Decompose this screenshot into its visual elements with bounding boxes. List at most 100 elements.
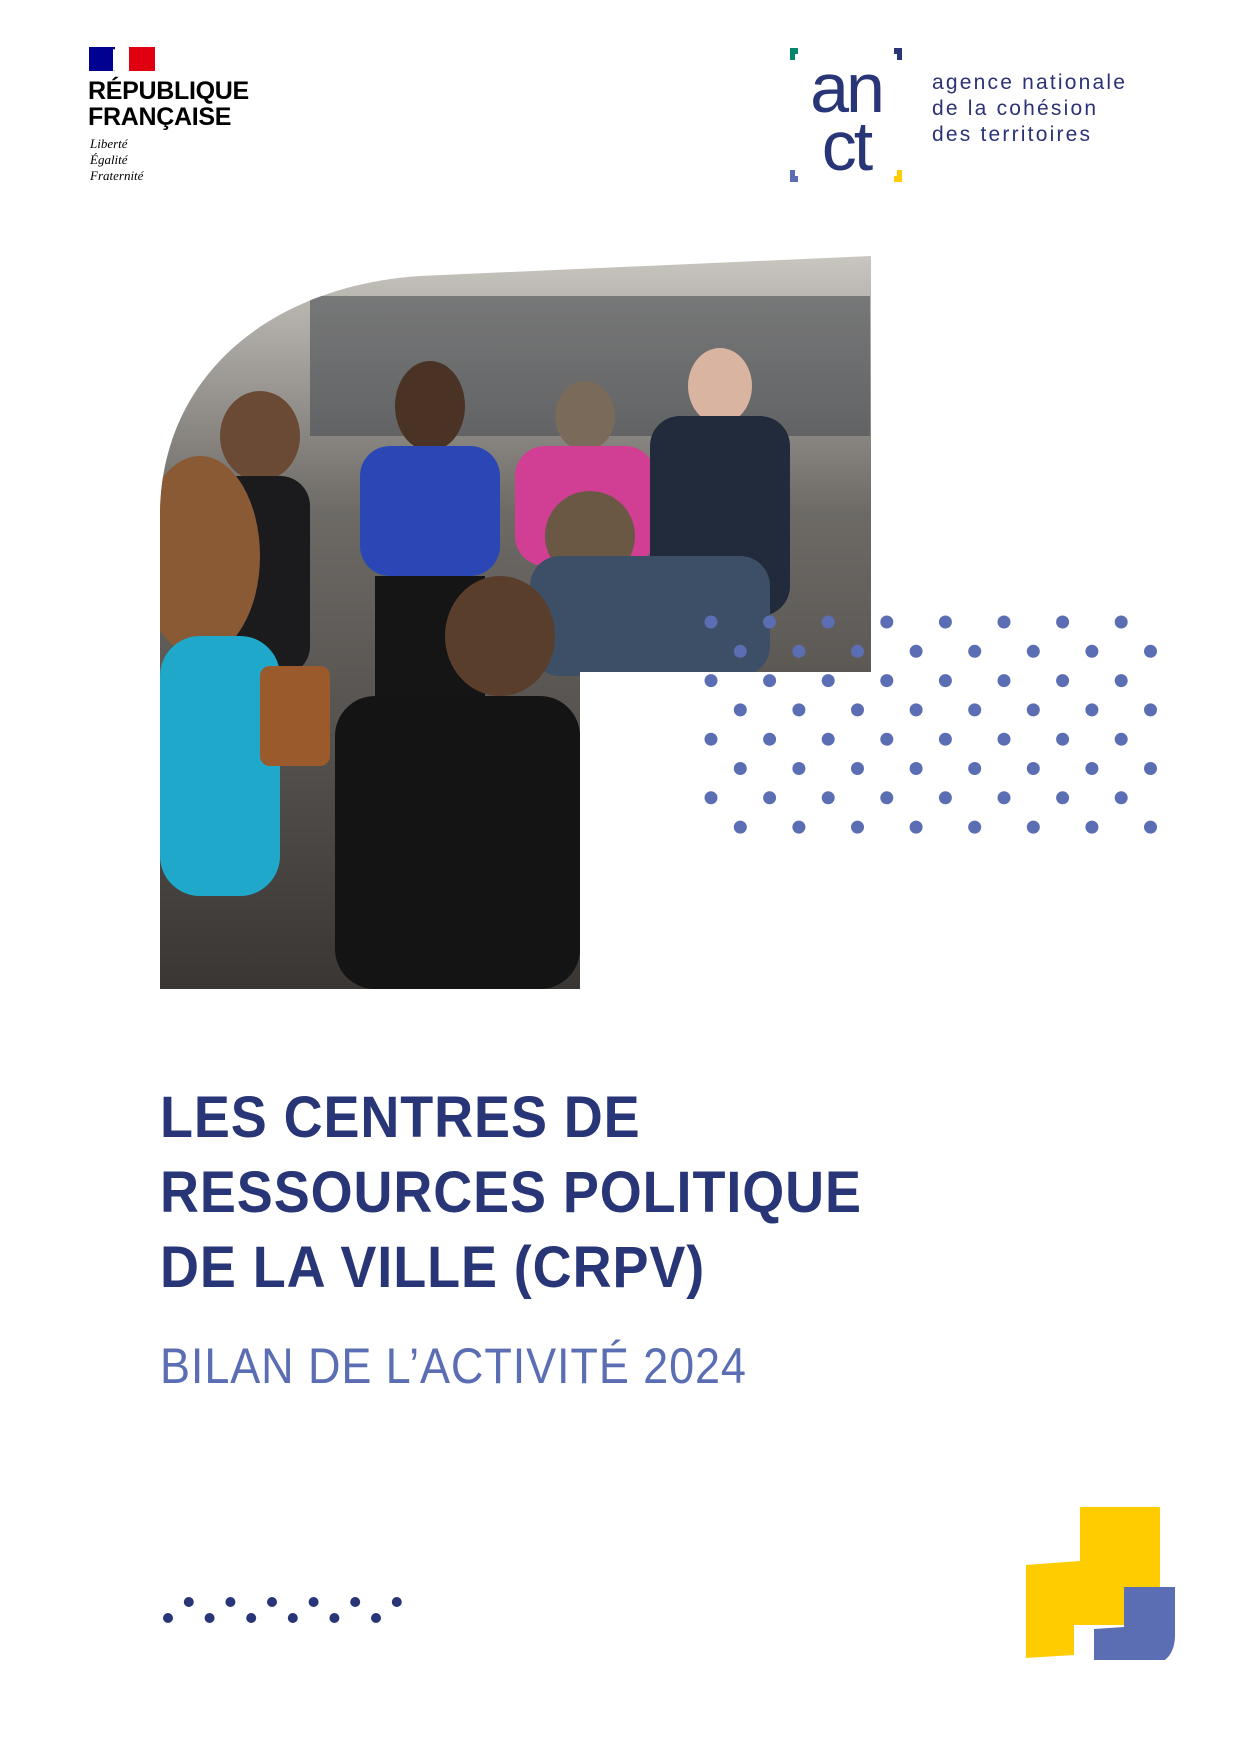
dot xyxy=(997,615,1011,629)
dot xyxy=(880,615,894,629)
dot xyxy=(1144,762,1157,775)
dot xyxy=(183,1597,194,1607)
dot xyxy=(1056,615,1070,629)
dot xyxy=(733,644,747,658)
dot xyxy=(1114,732,1128,746)
dot xyxy=(909,703,923,717)
dot xyxy=(851,762,864,775)
dot xyxy=(821,615,835,629)
devise-line: Fraternité xyxy=(90,168,144,183)
dot xyxy=(1026,644,1040,658)
anct-name-line: agence nationale xyxy=(932,71,1128,94)
devise-line: Liberté xyxy=(90,136,128,151)
dot xyxy=(1114,615,1128,629)
dot xyxy=(246,1613,257,1623)
dot xyxy=(704,732,718,746)
dot xyxy=(733,762,747,775)
dot xyxy=(204,1613,215,1623)
dot xyxy=(821,732,835,746)
dot xyxy=(792,762,806,775)
dot xyxy=(163,1613,173,1623)
dot xyxy=(1114,791,1128,805)
devise-line: Égalité xyxy=(90,152,128,167)
dot xyxy=(704,615,718,629)
dot xyxy=(968,703,982,717)
dot xyxy=(1144,820,1157,834)
page-title: LES CENTRES DE RESSOURCES POLITIQUE DE L… xyxy=(160,1080,862,1305)
dot xyxy=(821,674,835,688)
dot xyxy=(1144,644,1157,658)
page-subtitle: BILAN DE L’ACTIVITÉ 2024 xyxy=(160,1338,747,1394)
republique-francaise-name: RÉPUBLIQUE FRANÇAISE xyxy=(88,78,249,130)
dot xyxy=(763,732,777,746)
dot xyxy=(1026,703,1040,717)
dot xyxy=(909,820,923,834)
anct-logo: an ct xyxy=(790,48,902,185)
dot xyxy=(968,644,982,658)
dot xyxy=(938,674,952,688)
dot xyxy=(763,674,777,688)
dot xyxy=(225,1597,236,1607)
dot xyxy=(763,615,777,629)
dot xyxy=(1085,820,1099,834)
dot xyxy=(371,1613,381,1623)
dot xyxy=(909,644,923,658)
dot xyxy=(267,1597,277,1607)
dot xyxy=(1114,674,1128,688)
dot xyxy=(880,791,894,805)
title-line: DE LA VILLE (CRPV) xyxy=(160,1235,706,1300)
title-line: LES CENTRES DE xyxy=(160,1085,641,1150)
dot xyxy=(287,1613,298,1623)
dot xyxy=(1026,762,1040,775)
dot xyxy=(1085,703,1099,717)
dot xyxy=(1085,762,1099,775)
dot xyxy=(938,732,952,746)
dot xyxy=(821,791,835,805)
anct-name: agence nationale de la cohésion des terr… xyxy=(932,70,1127,148)
dot xyxy=(704,674,718,688)
dot xyxy=(1056,732,1070,746)
decorative-dot-grid xyxy=(704,615,1157,834)
dot xyxy=(938,791,952,805)
dot xyxy=(880,674,894,688)
dot xyxy=(851,644,864,658)
dot xyxy=(880,732,894,746)
title-line: RESSOURCES POLITIQUE xyxy=(160,1160,862,1225)
dot xyxy=(851,820,864,834)
svg-text:ct: ct xyxy=(822,107,873,185)
dot xyxy=(938,615,952,629)
anct-corner-shape xyxy=(1026,1507,1175,1660)
logo-line: FRANÇAISE xyxy=(88,103,232,131)
anct-name-line: de la cohésion xyxy=(932,97,1099,120)
decorative-dot-row xyxy=(163,1597,402,1623)
dot xyxy=(763,791,777,805)
dot xyxy=(704,791,718,805)
dot xyxy=(997,732,1011,746)
svg-text:an: an xyxy=(810,49,882,127)
dot xyxy=(350,1597,361,1607)
dot xyxy=(851,703,864,717)
dot xyxy=(1085,644,1099,658)
dot xyxy=(1056,674,1070,688)
dot xyxy=(968,820,982,834)
dot xyxy=(909,762,923,775)
republique-devise: Liberté Égalité Fraternité xyxy=(90,136,143,184)
dot xyxy=(733,820,747,834)
dot xyxy=(792,644,806,658)
marianne-flag-icon xyxy=(89,47,155,71)
anct-name-line: des territoires xyxy=(932,123,1093,146)
dot xyxy=(792,820,806,834)
logo-line: RÉPUBLIQUE xyxy=(88,77,249,105)
dot xyxy=(792,703,806,717)
dot xyxy=(968,762,982,775)
dot xyxy=(733,703,747,717)
dot xyxy=(308,1597,319,1607)
dot xyxy=(1144,703,1157,717)
dot xyxy=(391,1597,402,1607)
dot xyxy=(1026,820,1040,834)
group-discussion-photo xyxy=(160,256,871,989)
dot xyxy=(1056,791,1070,805)
dot xyxy=(329,1613,340,1623)
dot xyxy=(997,791,1011,805)
dot xyxy=(997,674,1011,688)
